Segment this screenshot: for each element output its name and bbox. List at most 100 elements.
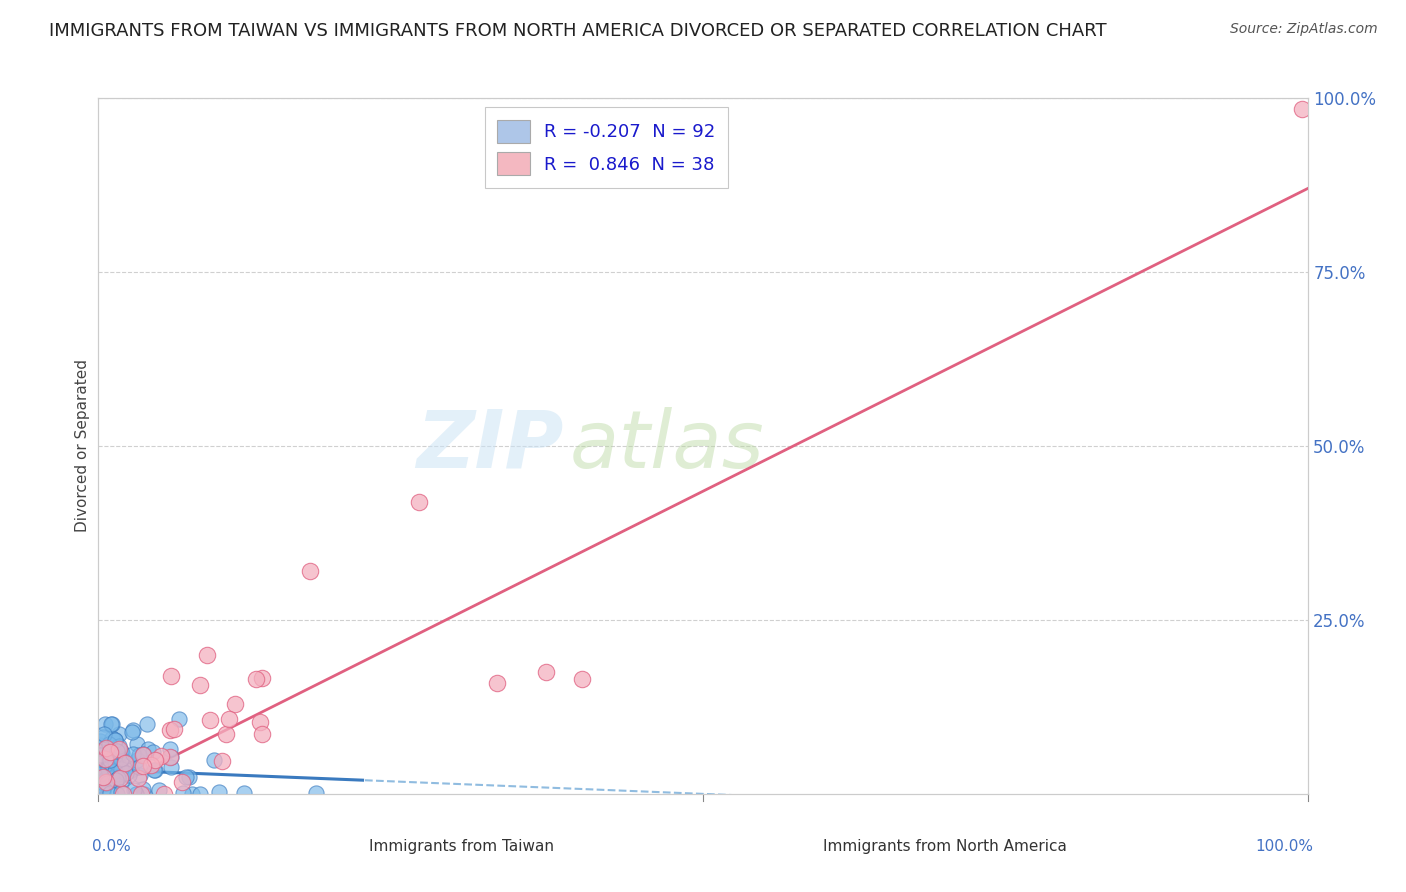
Point	[150, 748, 173, 763]
Text: Immigrants from Taiwan: Immigrants from Taiwan	[368, 839, 554, 855]
Point	[90, 756, 112, 771]
Point	[111, 747, 134, 761]
Point	[160, 750, 183, 764]
Point	[129, 787, 152, 801]
Point	[104, 733, 127, 747]
Point	[188, 678, 211, 692]
Point	[103, 755, 125, 769]
Text: 100.0%: 100.0%	[1256, 839, 1313, 855]
Point	[94, 775, 117, 789]
Point	[142, 745, 165, 759]
Point	[249, 714, 271, 729]
Point	[105, 755, 128, 769]
Point	[121, 723, 143, 738]
Point	[97, 762, 120, 776]
Point	[118, 767, 141, 781]
Point	[105, 772, 128, 787]
Point	[143, 753, 166, 767]
Point	[101, 742, 124, 756]
Point	[202, 753, 225, 767]
Point	[105, 740, 128, 755]
Point	[96, 741, 118, 756]
Point	[98, 745, 121, 759]
Point	[159, 742, 181, 756]
Point	[108, 772, 131, 786]
Point	[571, 672, 593, 686]
Point	[134, 787, 156, 801]
Point	[132, 748, 155, 763]
Point	[120, 763, 142, 777]
Point	[139, 757, 162, 772]
Point	[174, 771, 197, 785]
Point	[125, 753, 148, 767]
Point	[97, 753, 120, 767]
Point	[107, 741, 129, 756]
Point	[110, 752, 132, 766]
Point	[98, 737, 121, 751]
Point	[148, 783, 170, 797]
Point	[104, 739, 127, 754]
Point	[105, 767, 128, 781]
Point	[89, 738, 111, 752]
Point	[89, 767, 111, 781]
Point	[114, 765, 136, 780]
Legend: R = -0.207  N = 92, R =  0.846  N = 38: R = -0.207 N = 92, R = 0.846 N = 38	[485, 107, 728, 188]
Point	[105, 787, 128, 801]
Point	[153, 787, 176, 801]
Point	[108, 764, 131, 778]
Point	[172, 786, 194, 800]
Point	[110, 762, 132, 776]
Point	[131, 781, 153, 796]
Point	[97, 759, 120, 773]
Point	[108, 758, 131, 772]
Point	[177, 770, 200, 784]
Point	[408, 494, 430, 508]
Point	[94, 766, 117, 780]
Point	[160, 668, 183, 682]
Point	[93, 727, 115, 741]
Point	[299, 564, 322, 578]
Point	[122, 747, 145, 762]
Point	[232, 786, 254, 800]
Y-axis label: Divorced or Separated: Divorced or Separated	[75, 359, 90, 533]
Point	[218, 712, 240, 726]
Point	[121, 725, 143, 739]
Point	[143, 763, 166, 777]
Point	[98, 786, 121, 800]
Point	[91, 784, 114, 798]
Point	[101, 771, 124, 785]
Point	[215, 726, 238, 740]
Point	[96, 771, 118, 785]
Point	[250, 726, 273, 740]
Point	[160, 760, 183, 774]
Point	[112, 787, 135, 801]
Point	[107, 739, 129, 754]
Point	[114, 756, 136, 770]
Point	[127, 737, 149, 751]
Point	[91, 770, 114, 784]
Point	[534, 665, 557, 680]
Point	[195, 648, 218, 662]
Point	[104, 733, 127, 747]
Point	[486, 675, 509, 690]
Point	[211, 754, 233, 768]
Point	[110, 744, 132, 758]
Point	[135, 717, 157, 731]
Point	[100, 717, 122, 731]
Point	[104, 747, 127, 762]
Point	[245, 672, 267, 686]
Point	[136, 742, 159, 756]
Text: ZIP: ZIP	[416, 407, 564, 485]
Point	[91, 730, 114, 744]
Point	[132, 747, 155, 762]
Point	[198, 713, 221, 727]
Point	[94, 716, 117, 731]
Point	[124, 783, 146, 797]
Point	[127, 771, 149, 785]
Text: IMMIGRANTS FROM TAIWAN VS IMMIGRANTS FROM NORTH AMERICA DIVORCED OR SEPARATED CO: IMMIGRANTS FROM TAIWAN VS IMMIGRANTS FRO…	[49, 22, 1107, 40]
Point	[159, 750, 181, 764]
Point	[188, 787, 211, 801]
Text: 0.0%: 0.0%	[93, 839, 131, 855]
Point	[98, 742, 121, 756]
Point	[129, 767, 152, 781]
